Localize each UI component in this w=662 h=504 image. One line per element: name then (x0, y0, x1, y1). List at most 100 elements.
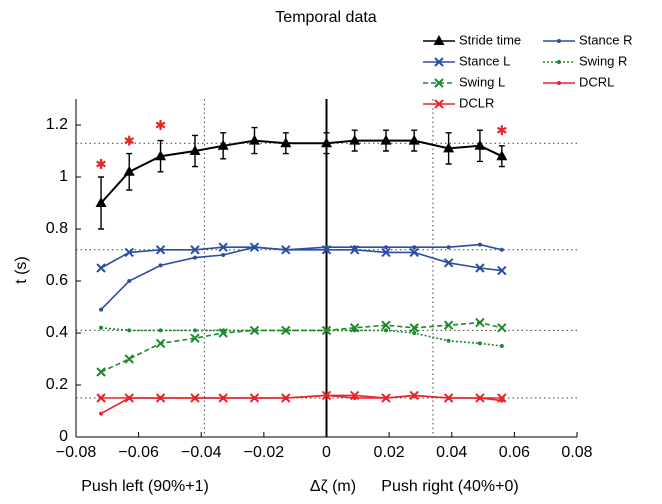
marker (475, 263, 485, 273)
x-tick-label: 0.04 (436, 444, 467, 461)
marker (95, 197, 107, 207)
marker (248, 134, 260, 145)
marker (409, 390, 419, 401)
marker (96, 393, 106, 403)
marker (434, 57, 444, 67)
marker (446, 245, 451, 250)
marker (474, 139, 486, 150)
legend-label: Stride time (459, 32, 521, 47)
marker (218, 393, 228, 403)
marker (477, 242, 482, 247)
marker (409, 247, 419, 258)
marker (155, 393, 166, 403)
marker (412, 331, 417, 335)
marker (381, 393, 391, 403)
marker (409, 323, 419, 333)
marker (96, 263, 106, 273)
marker (192, 255, 197, 260)
marker (218, 328, 228, 338)
legend-label: Swing R (579, 53, 627, 68)
significance-marker (496, 125, 507, 136)
y-tick-label: 0 (59, 428, 68, 445)
series-line (100, 243, 503, 311)
x-tick-label: 0.06 (499, 444, 530, 461)
marker (383, 328, 388, 333)
marker (557, 81, 561, 85)
legend-label: Stance R (579, 32, 632, 47)
marker (381, 247, 391, 258)
marker (380, 134, 392, 145)
marker (475, 393, 485, 403)
marker (99, 411, 104, 416)
legend-label: Stance L (459, 53, 510, 68)
marker (477, 341, 482, 346)
x-label-right: Push right (40%+0) (381, 478, 518, 495)
y-tick-label: 1 (59, 168, 68, 185)
marker (189, 145, 201, 155)
marker (321, 137, 332, 148)
legend-label: Swing L (459, 74, 505, 89)
x-tick-label: 0.08 (561, 444, 592, 461)
y-tick-label: 0.6 (46, 272, 68, 289)
marker (192, 328, 197, 333)
x-label-left: Push left (90%+1) (81, 478, 209, 495)
x-tick-label: −0.02 (244, 444, 285, 461)
marker (383, 245, 388, 250)
marker (497, 323, 507, 333)
marker (190, 333, 200, 343)
x-tick-label: 0 (322, 444, 331, 461)
marker (190, 393, 200, 403)
marker (412, 245, 417, 250)
series-line (100, 246, 502, 272)
series-line (100, 139, 503, 204)
marker (218, 242, 228, 252)
marker (443, 393, 454, 403)
marker (497, 265, 507, 276)
marker (127, 279, 132, 283)
marker (123, 165, 135, 176)
marker (349, 245, 360, 255)
marker (434, 78, 444, 88)
marker (321, 325, 332, 336)
marker (99, 307, 104, 312)
marker (249, 393, 260, 403)
marker (99, 325, 104, 330)
marker (249, 325, 260, 336)
significance-marker (155, 120, 166, 130)
marker (321, 245, 332, 255)
marker (557, 60, 561, 64)
marker (557, 39, 561, 43)
marker (496, 150, 508, 161)
y-tick-label: 0.8 (46, 220, 68, 237)
marker (124, 247, 134, 258)
legend-label: DCLR (459, 95, 494, 110)
marker (155, 245, 166, 255)
y-tick-label: 0.4 (46, 324, 68, 341)
marker (158, 328, 163, 333)
marker (349, 323, 360, 333)
x-tick-label: 0.02 (374, 444, 405, 461)
x-tick-label: −0.06 (118, 444, 159, 461)
marker (124, 393, 134, 403)
marker (249, 242, 260, 252)
y-tick-label: 0.2 (46, 376, 68, 393)
legend-label: DCRL (579, 74, 614, 89)
x-axis-label: Δζ (m) (310, 478, 356, 495)
y-axis-label: t (s) (13, 256, 30, 284)
marker (155, 338, 166, 349)
marker (158, 263, 163, 268)
marker (281, 245, 291, 255)
marker (96, 367, 106, 377)
marker (443, 142, 455, 153)
marker (280, 137, 292, 148)
marker (475, 317, 485, 328)
marker (155, 150, 167, 161)
chart-title: Temporal data (275, 9, 376, 26)
marker (221, 253, 226, 257)
marker (499, 247, 504, 252)
significance-marker (96, 159, 106, 169)
marker (349, 134, 361, 145)
x-tick-label: −0.04 (181, 444, 222, 461)
marker (443, 320, 454, 330)
marker (217, 139, 229, 150)
